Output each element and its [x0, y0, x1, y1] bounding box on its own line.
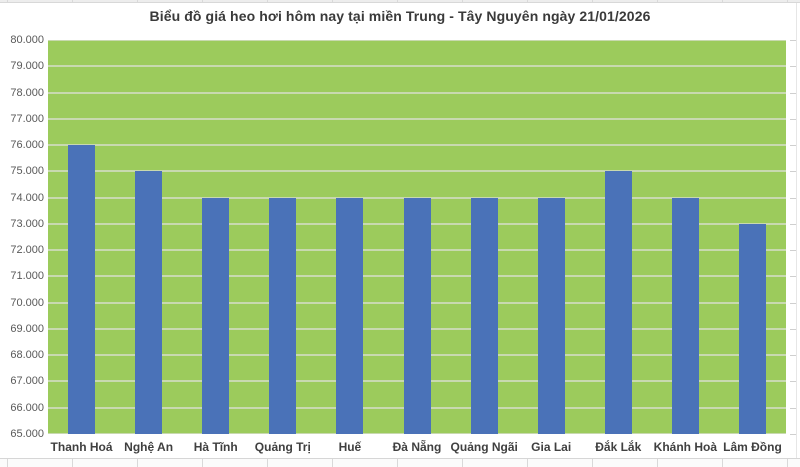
- sheet-column-line: [462, 0, 463, 2]
- sheet-row-stub: [790, 171, 796, 173]
- sheet-row-stub: [790, 197, 796, 199]
- sheet-column-line: [267, 0, 268, 2]
- x-category-label: Hà Tĩnh: [193, 440, 238, 454]
- y-tick-label: 67.000: [10, 375, 44, 388]
- sheet-column-line: [527, 0, 528, 2]
- gridline: [48, 196, 786, 199]
- sheet-row-ticks: [790, 40, 796, 435]
- sheet-column-line: [787, 459, 788, 467]
- bar: [738, 223, 766, 434]
- x-category-label: Quảng Trị: [254, 440, 311, 454]
- sheet-column-line: [332, 0, 333, 2]
- y-tick-label: 72.000: [10, 244, 44, 257]
- y-tick-label: 78.000: [10, 86, 44, 99]
- sheet-column-line: [202, 459, 203, 467]
- sheet-column-line: [657, 459, 658, 467]
- y-tick-label: 68.000: [10, 349, 44, 362]
- sheet-row-stub: [790, 276, 796, 278]
- sheet-column-line: [137, 0, 138, 2]
- gridline: [48, 65, 786, 68]
- gridline: [48, 91, 786, 94]
- bar: [671, 197, 699, 434]
- plot-area: [48, 40, 786, 434]
- sheet-row-stub: [790, 381, 796, 383]
- bar: [202, 197, 230, 434]
- sheet-row-stub: [790, 434, 796, 435]
- x-category-label: Huế: [338, 440, 362, 454]
- sheet-row-stub: [790, 407, 796, 409]
- sheet-column-line: [7, 459, 8, 467]
- x-axis: Thanh Hoá Nghệ An Hà Tĩnh Quảng Trị Huế Đà Nẵ…: [48, 439, 786, 455]
- sheet-column-line: [592, 0, 593, 2]
- sheet-column-line: [722, 459, 723, 467]
- x-category-label: Thanh Hoá: [50, 440, 113, 454]
- sheet-column-line: [202, 0, 203, 2]
- spreadsheet-row-sliver-top: [0, 0, 800, 3]
- sheet-row-stub: [790, 40, 796, 41]
- sheet-row-stub: [790, 223, 796, 225]
- gridline: [48, 144, 786, 147]
- x-category-label: Khánh Hoà: [653, 440, 718, 454]
- sheet-row-stub: [790, 355, 796, 357]
- gridline: [48, 40, 786, 41]
- x-category-label: Đắk Lắk: [595, 440, 642, 454]
- y-tick-label: 71.000: [10, 270, 44, 283]
- sheet-column-line: [72, 459, 73, 467]
- bar: [470, 197, 498, 434]
- sheet-column-line: [72, 0, 73, 2]
- y-tick-label: 70.000: [10, 296, 44, 309]
- sheet-column-line: [657, 0, 658, 2]
- spreadsheet-row-sliver-bottom: [0, 458, 800, 467]
- bar: [336, 197, 364, 434]
- sheet-row-stub: [790, 145, 796, 147]
- chart-title: Biểu đồ giá heo hơi hôm nay tại miền Tru…: [149, 8, 651, 24]
- x-category-label: Đà Nẵng: [392, 440, 442, 454]
- sheet-row-stub: [790, 328, 796, 330]
- bar: [403, 197, 431, 434]
- sheet-column-line: [397, 459, 398, 467]
- sheet-column-line: [462, 459, 463, 467]
- bar: [135, 171, 163, 434]
- y-tick-label: 79.000: [10, 60, 44, 73]
- y-tick-label: 74.000: [10, 191, 44, 204]
- y-tick-label: 80.000: [10, 34, 44, 46]
- y-tick-label: 73.000: [10, 217, 44, 230]
- y-tick-label: 77.000: [10, 112, 44, 125]
- sheet-column-line: [787, 0, 788, 2]
- sheet-row-stub: [790, 92, 796, 94]
- y-tick-label: 66.000: [10, 401, 44, 414]
- sheet-column-line: [267, 459, 268, 467]
- gridline: [48, 117, 786, 120]
- sheet-column-line: [137, 459, 138, 467]
- x-category-label: Gia Lai: [531, 440, 572, 454]
- sheet-row-stub: [790, 302, 796, 304]
- sheet-column-line: [7, 0, 8, 2]
- sheet-row-stub: [790, 118, 796, 120]
- sheet-column-line: [592, 459, 593, 467]
- bar: [68, 145, 96, 434]
- sheet-column-line: [332, 459, 333, 467]
- sheet-row-stub: [790, 66, 796, 68]
- chart-right-border: [796, 3, 797, 458]
- gridline: [48, 170, 786, 173]
- sheet-column-line: [722, 0, 723, 2]
- y-tick-label: 75.000: [10, 165, 44, 178]
- bar: [537, 197, 565, 434]
- sheet-row-stub: [790, 250, 796, 252]
- bar: [604, 171, 632, 434]
- x-category-label: Quảng Ngãi: [450, 440, 518, 454]
- y-tick-label: 76.000: [10, 139, 44, 152]
- bar: [269, 197, 297, 434]
- x-category-label: Nghệ An: [124, 440, 174, 454]
- sheet-column-line: [397, 0, 398, 2]
- sheet-column-line: [527, 459, 528, 467]
- y-axis: 80.000 79.000 78.000 77.000 76.000 75.000 74.0…: [0, 34, 44, 440]
- x-category-label: Lâm Đồng: [723, 440, 782, 454]
- y-tick-label: 65.000: [10, 428, 44, 440]
- y-tick-label: 69.000: [10, 322, 44, 335]
